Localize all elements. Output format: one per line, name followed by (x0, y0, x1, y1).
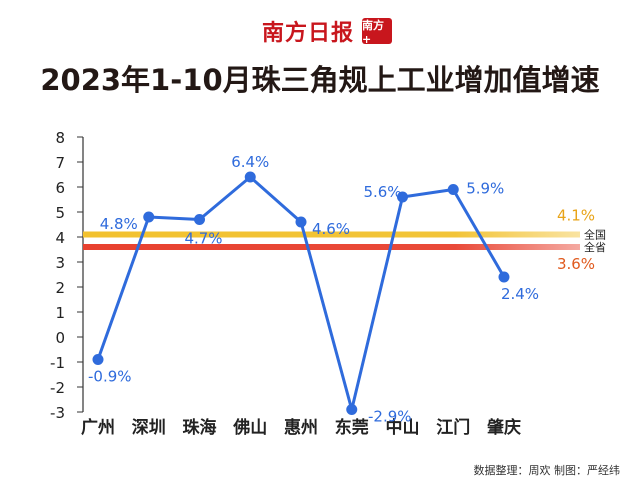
data-label: 6.4% (231, 153, 269, 171)
data-point (498, 271, 510, 283)
y-tick-label: -2 (50, 379, 65, 397)
y-tick-label: 8 (55, 129, 65, 147)
data-label: 4.8% (100, 215, 138, 233)
data-label: -2.9% (368, 408, 412, 426)
newspaper-logo: 南方日报 南方+ (262, 16, 393, 46)
y-tick-label: -3 (50, 404, 65, 422)
data-label: 5.6% (363, 183, 401, 201)
y-tick-label: 5 (55, 204, 65, 222)
y-tick-label: 7 (55, 154, 65, 172)
data-point (92, 354, 104, 365)
data-point (194, 214, 205, 225)
y-tick-label: 0 (55, 329, 65, 347)
x-tick-label: 江门 (436, 417, 470, 438)
data-point (346, 404, 358, 415)
y-tick-label: 2 (55, 279, 65, 297)
y-tick-label: 4 (55, 229, 65, 247)
x-tick-label: 惠州 (284, 417, 318, 438)
logo-text: 南方日报 (262, 20, 355, 46)
data-point (295, 216, 307, 228)
data-label: 4.6% (312, 220, 350, 238)
series-line (96, 175, 506, 411)
x-tick-label: 广州 (81, 417, 115, 438)
national-reference-line (83, 231, 580, 238)
y-tick-label: 6 (55, 179, 65, 197)
x-tick-label: 深圳 (132, 417, 166, 438)
data-label: 2.4% (501, 285, 539, 303)
logo-seal: 南方+ (362, 18, 393, 46)
x-tick-label: 肇庆 (487, 417, 521, 438)
data-point (447, 184, 459, 195)
y-tick-label: 1 (55, 304, 65, 322)
provincial-reference-line (83, 244, 580, 250)
y-tick-label: 3 (55, 254, 65, 272)
chart-title: 2023年1-10月珠三角规上工业增加值增速 (40, 63, 600, 97)
national-reference-label: 4.1% (557, 207, 595, 225)
x-tick-label: 佛山 (232, 417, 267, 438)
x-tick-label: 中山 (386, 417, 420, 438)
x-tick-label: 珠海 (183, 417, 217, 438)
source-credit: 数据整理：周欢 制图：严经纬 (473, 464, 621, 477)
data-label: -0.9% (88, 368, 132, 386)
x-tick-label: 东莞 (335, 417, 369, 438)
data-point (143, 211, 155, 223)
data-point (397, 191, 408, 203)
data-label: 4.7% (184, 230, 222, 248)
provincial-reference-name: 全省 (584, 240, 606, 254)
provincial-reference-label: 3.6% (557, 255, 595, 273)
national-reference-name: 全国 (584, 228, 606, 242)
y-tick-label: -1 (50, 354, 65, 372)
data-label: 5.9% (466, 180, 504, 198)
data-point (244, 171, 256, 183)
